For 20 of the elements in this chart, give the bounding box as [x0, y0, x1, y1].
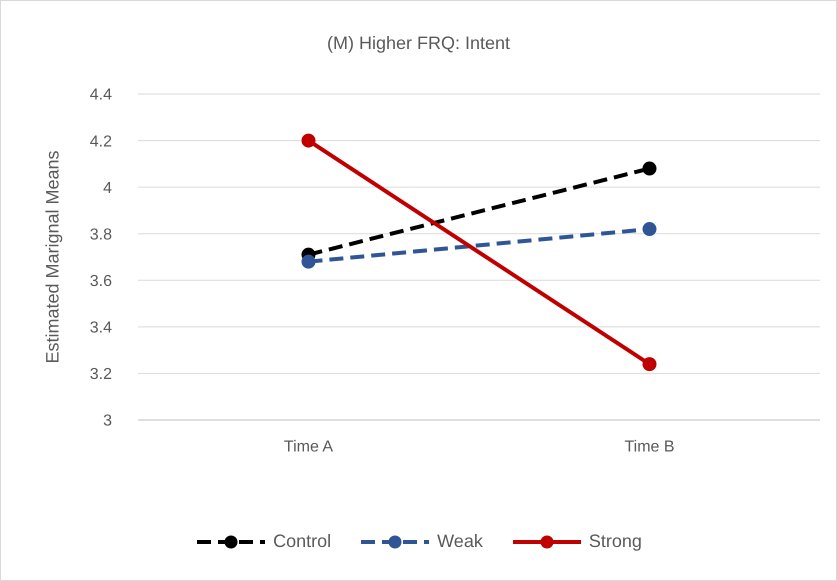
y-tick-label: 3.6 — [90, 272, 112, 290]
x-tick-label: Time B — [624, 438, 675, 456]
y-tick-label: 3.8 — [90, 226, 112, 244]
x-tick-label: Time A — [284, 438, 334, 456]
y-tick-label: 3.2 — [90, 366, 112, 384]
legend-label: Control — [273, 531, 332, 552]
y-tick-label: 3 — [103, 412, 112, 430]
legend-label: Strong — [588, 531, 642, 552]
point — [642, 222, 656, 236]
y-axis-title: Estimated Marignal Means — [42, 150, 62, 364]
chart-title: (M) Higher FRQ: Intent — [326, 33, 512, 54]
y-tick-label: 4.4 — [90, 86, 112, 104]
y-tick-label: 3.4 — [90, 320, 112, 337]
point — [642, 162, 656, 176]
y-tick-label: 4.2 — [90, 133, 112, 150]
y-tick-label: 4 — [103, 180, 112, 197]
point — [302, 134, 316, 148]
legend-label: Weak — [437, 531, 483, 552]
point — [302, 254, 316, 269]
point — [642, 357, 656, 372]
